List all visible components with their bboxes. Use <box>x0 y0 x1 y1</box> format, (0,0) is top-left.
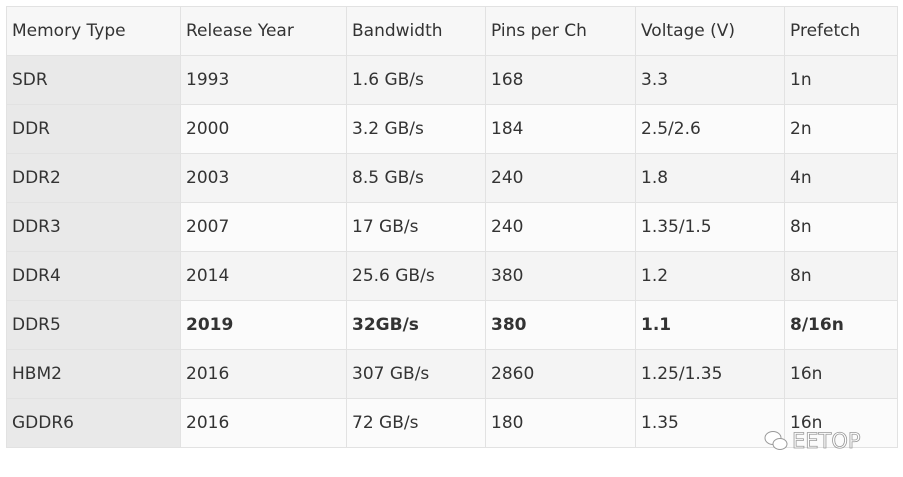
row-label: GDDR6 <box>6 398 181 448</box>
cell: 2003 <box>180 153 347 203</box>
table-row: DDR4 2014 25.6 GB/s 380 1.2 8n <box>6 251 898 301</box>
cell: 3.3 <box>635 55 785 105</box>
cell: 1n <box>784 55 898 105</box>
cell: 1.6 GB/s <box>346 55 486 105</box>
cell: 4n <box>784 153 898 203</box>
cell: 168 <box>485 55 636 105</box>
cell: 8/16n <box>784 300 898 350</box>
table-row: SDR 1993 1.6 GB/s 168 3.3 1n <box>6 55 898 105</box>
cell: 2n <box>784 104 898 154</box>
cell: 1993 <box>180 55 347 105</box>
cell: 2860 <box>485 349 636 399</box>
row-label: DDR4 <box>6 251 181 301</box>
cell: 380 <box>485 251 636 301</box>
cell: 72 GB/s <box>346 398 486 448</box>
header-cell: Release Year <box>180 6 347 56</box>
table-row: DDR 2000 3.2 GB/s 184 2.5/2.6 2n <box>6 104 898 154</box>
cell: 307 GB/s <box>346 349 486 399</box>
cell: 3.2 GB/s <box>346 104 486 154</box>
cell: 240 <box>485 202 636 252</box>
row-label: DDR5 <box>6 300 181 350</box>
cell: 180 <box>485 398 636 448</box>
header-cell: Pins per Ch <box>485 6 636 56</box>
watermark: EETOP <box>764 429 861 453</box>
header-cell: Memory Type <box>6 6 181 56</box>
watermark-text: EETOP <box>792 429 861 453</box>
table-row: DDR3 2007 17 GB/s 240 1.35/1.5 8n <box>6 202 898 252</box>
cell: 1.25/1.35 <box>635 349 785 399</box>
table-row: HBM2 2016 307 GB/s 2860 1.25/1.35 16n <box>6 349 898 399</box>
cell: 2000 <box>180 104 347 154</box>
table-row: DDR2 2003 8.5 GB/s 240 1.8 4n <box>6 153 898 203</box>
cell: 2007 <box>180 202 347 252</box>
row-label: DDR3 <box>6 202 181 252</box>
cell: 2016 <box>180 349 347 399</box>
cell: 184 <box>485 104 636 154</box>
cell: 1.8 <box>635 153 785 203</box>
cell: 1.35 <box>635 398 785 448</box>
cell: 17 GB/s <box>346 202 486 252</box>
cell: 8n <box>784 251 898 301</box>
cell: 1.1 <box>635 300 785 350</box>
header-row: Memory Type Release Year Bandwidth Pins per… <box>6 6 898 56</box>
cell: 240 <box>485 153 636 203</box>
cell: 25.6 GB/s <box>346 251 486 301</box>
cell: 2.5/2.6 <box>635 104 785 154</box>
cell: 2014 <box>180 251 347 301</box>
table-row: GDDR6 2016 72 GB/s 180 1.35 16n <box>6 398 898 448</box>
cell: 2019 <box>180 300 347 350</box>
cell: 1.2 <box>635 251 785 301</box>
header-cell: Prefetch <box>784 6 898 56</box>
row-label: HBM2 <box>6 349 181 399</box>
wechat-icon <box>764 431 788 450</box>
cell: 8.5 GB/s <box>346 153 486 203</box>
cell: 380 <box>485 300 636 350</box>
table-row: DDR5 2019 32GB/s 380 1.1 8/16n <box>6 300 898 350</box>
cell: 16n <box>784 398 898 448</box>
header-cell: Voltage (V) <box>635 6 785 56</box>
memory-table: Memory Type Release Year Bandwidth Pins per… <box>6 6 898 448</box>
row-label: DDR2 <box>6 153 181 203</box>
cell: 32GB/s <box>346 300 486 350</box>
header-cell: Bandwidth <box>346 6 486 56</box>
row-label: SDR <box>6 55 181 105</box>
row-label: DDR <box>6 104 181 154</box>
cell: 8n <box>784 202 898 252</box>
cell: 1.35/1.5 <box>635 202 785 252</box>
table-body: SDR 1993 1.6 GB/s 168 3.3 1n DDR 2000 3.2 GB/s 18… <box>6 55 898 448</box>
cell: 2016 <box>180 398 347 448</box>
cell: 16n <box>784 349 898 399</box>
